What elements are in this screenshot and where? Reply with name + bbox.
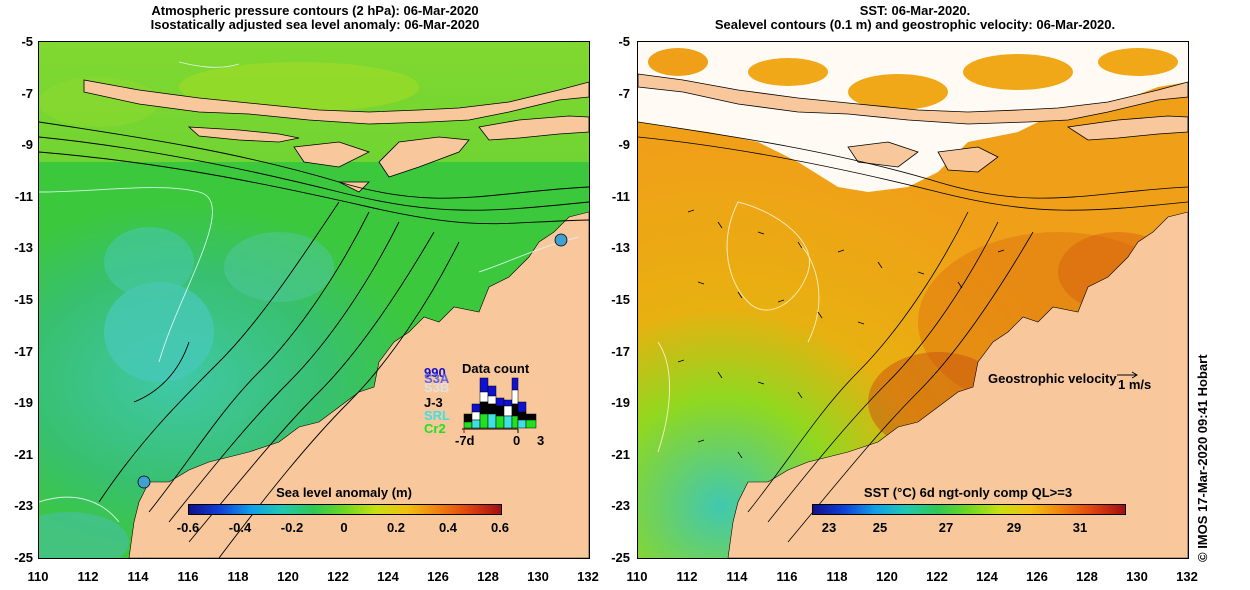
right-xtick: 112: [676, 569, 698, 584]
left-ytick: -13: [14, 240, 33, 255]
sla-colorbar-tick: 0.6: [490, 520, 510, 535]
sla-colorbar-tick: 0.4: [438, 520, 458, 535]
right-xtick: 110: [626, 569, 648, 584]
data-count-axis-mid: 0: [513, 433, 521, 448]
sst-colorbar-tick: 29: [1006, 520, 1022, 535]
velocity-scale-arrow-icon: [1117, 371, 1138, 379]
right-xtick: 126: [1026, 569, 1048, 584]
data-count-title: Data count: [462, 361, 530, 376]
sst-colorbar-tick: 23: [821, 520, 837, 535]
left-title-line1: Atmospheric pressure contours (2 hPa): 0…: [151, 3, 479, 18]
left-xtick: 128: [477, 569, 499, 584]
australia-land-sst: [727, 211, 1188, 558]
velocity-legend-scale: 1 m/s: [1118, 377, 1152, 392]
left-ytick: -23: [14, 498, 33, 513]
right-title-line1: SST: 06-Mar-2020.: [859, 3, 971, 18]
left-xtick: 132: [577, 569, 599, 584]
mission-label-cr2: Cr2: [424, 421, 446, 436]
left-ytick: -7: [21, 86, 33, 101]
left-xtick: 118: [227, 569, 249, 584]
right-xtick: 130: [1126, 569, 1148, 584]
left-ytick: -15: [14, 292, 33, 307]
left-ytick: -17: [14, 344, 33, 359]
left-ytick: -25: [14, 550, 33, 565]
left-xtick: 130: [527, 569, 549, 584]
right-ytick: -15: [611, 292, 630, 307]
right-xtick: 118: [826, 569, 848, 584]
sla-colorbar-tick: -0.6: [176, 520, 200, 535]
left-xtick: 110: [27, 569, 49, 584]
left-ytick: -19: [14, 395, 33, 410]
imos-credit: © IMOS 17-Mar-2020 09:41 Hobart: [1195, 354, 1210, 562]
sla-colorbar-tick: 0.2: [386, 520, 406, 535]
left-title-line2: Isostatically adjusted sea level anomaly…: [150, 17, 480, 32]
sla-colorbar-title: Sea level anomaly (m): [276, 485, 412, 500]
sst-colorbar-tick: 27: [938, 520, 954, 535]
right-xtick: 114: [726, 569, 748, 584]
right-ytick: -13: [611, 240, 630, 255]
sst-map: [637, 41, 1189, 559]
sst-colorbar-tick: 25: [872, 520, 888, 535]
left-xtick: 122: [327, 569, 349, 584]
mission-label-j3: J-3: [424, 395, 443, 410]
right-xtick: 124: [976, 569, 998, 584]
right-ytick: -9: [618, 137, 630, 152]
sea-level-contours: [638, 121, 1188, 543]
sst-white-contours: [657, 201, 820, 453]
right-xtick: 122: [926, 569, 948, 584]
left-xtick: 114: [127, 569, 149, 584]
velocity-legend-label: Geostrophic velocity: [988, 371, 1117, 386]
left-ytick: -11: [14, 189, 33, 204]
sla-colorbar-tick: 0: [340, 520, 348, 535]
left-xtick: 116: [177, 569, 199, 584]
right-ytick: -25: [611, 550, 630, 565]
sea-level-anomaly-map: [38, 41, 590, 559]
sla-colorbar-tick: -0.4: [228, 520, 252, 535]
right-xtick: 132: [1176, 569, 1198, 584]
data-count-histogram: [462, 377, 537, 433]
right-title-line2: Sealevel contours (0.1 m) and geostrophi…: [714, 17, 1116, 32]
sla-colorbar: [188, 504, 502, 515]
left-ytick: -21: [14, 447, 33, 462]
anomaly-low-patch: [104, 282, 214, 382]
mission-label-s3b: S3B: [424, 380, 450, 395]
right-ytick: -17: [611, 344, 630, 359]
right-ytick: -23: [611, 498, 630, 513]
left-ytick: -9: [21, 137, 33, 152]
pressure-contours: [39, 121, 589, 558]
right-title: SST: 06-Mar-2020. Sealevel contours (0.1…: [640, 4, 1190, 32]
sst-map-svg: [638, 42, 1188, 558]
left-xtick: 112: [77, 569, 99, 584]
sla-colorbar-tick: -0.2: [280, 520, 304, 535]
sla-map-svg: [39, 42, 589, 558]
right-ytick: -19: [611, 395, 630, 410]
sst-colorbar: [812, 504, 1126, 515]
right-xtick: 128: [1076, 569, 1098, 584]
data-count-overlay-2: S3A: [424, 371, 450, 386]
right-xtick: 120: [876, 569, 898, 584]
indonesia-islands: [83, 79, 589, 193]
geostrophic-velocity-arrows: [677, 209, 1005, 459]
sst-colorbar-title: SST (°C) 6d ngt-only comp QL>=3: [863, 485, 1073, 500]
sst-colorbar-tick: 31: [1072, 520, 1088, 535]
left-ytick: -5: [21, 34, 33, 49]
data-count-overlay-1: 990: [424, 365, 446, 380]
right-ytick: -21: [611, 447, 630, 462]
indonesia-islands-sst: [638, 73, 1188, 173]
right-ytick: -11: [611, 189, 630, 204]
right-ytick: -7: [618, 86, 630, 101]
left-xtick: 124: [377, 569, 399, 584]
left-xtick: 120: [277, 569, 299, 584]
mission-label-srl: SRL: [424, 408, 450, 423]
left-xtick: 126: [427, 569, 449, 584]
right-ytick: -5: [618, 34, 630, 49]
data-count-axis-left: -7d: [455, 433, 475, 448]
right-xtick: 116: [776, 569, 798, 584]
left-title: Atmospheric pressure contours (2 hPa): 0…: [40, 4, 590, 32]
data-count-axis-right: 3: [537, 433, 545, 448]
